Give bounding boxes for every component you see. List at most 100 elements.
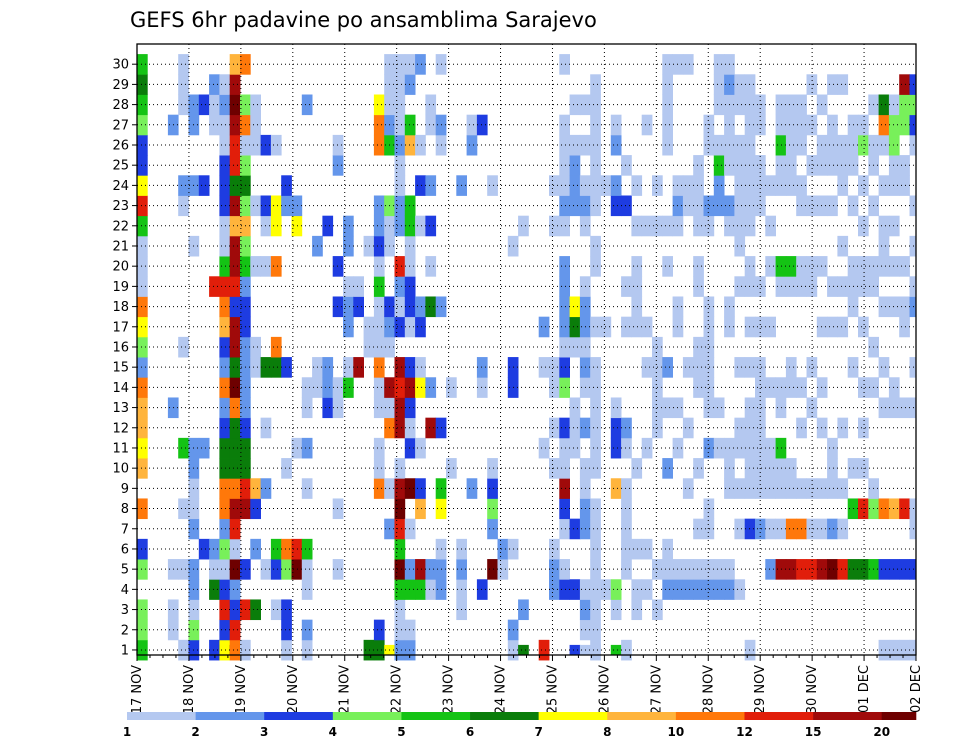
heatmap-cell <box>734 175 746 196</box>
heatmap-cell <box>373 276 385 297</box>
heatmap-cell <box>549 417 560 439</box>
heatmap-cell <box>590 316 601 338</box>
heatmap-cell <box>785 458 797 479</box>
heatmap-cell <box>425 296 437 318</box>
heatmap-cell <box>744 195 756 217</box>
heatmap-cell <box>137 235 148 257</box>
heatmap-cell <box>662 74 673 95</box>
heatmap-cell <box>394 256 406 277</box>
heatmap-cell <box>219 599 231 621</box>
heatmap-cell <box>373 397 385 419</box>
heatmap-cell <box>837 316 849 338</box>
heatmap-cell <box>693 195 704 217</box>
heatmap-cell <box>270 357 282 378</box>
heatmap-cell <box>909 235 917 257</box>
heatmap-cell <box>765 559 776 580</box>
heatmap-cell <box>858 377 869 398</box>
heatmap-cell <box>229 114 241 136</box>
heatmap-cell <box>744 316 756 338</box>
colorbar-label: 8 <box>603 725 611 739</box>
heatmap-cell <box>662 357 673 378</box>
heatmap-cell <box>394 114 406 136</box>
heatmap-cell <box>682 559 694 580</box>
heatmap-cell <box>590 175 601 196</box>
heatmap-cell <box>878 175 890 196</box>
heatmap-cell <box>734 579 746 600</box>
heatmap-cell <box>487 559 498 580</box>
chart-title: GEFS 6hr padavine po ansamblima Sarajevo <box>130 8 597 32</box>
heatmap-cell <box>775 256 787 277</box>
heatmap-cell <box>487 175 498 196</box>
y-tick-label: 10 <box>112 462 129 477</box>
colorbar-label: 6 <box>466 725 474 739</box>
heatmap-cell <box>734 235 746 257</box>
heatmap-cell <box>209 276 220 297</box>
heatmap-cell <box>518 599 529 621</box>
heatmap-cell <box>765 458 776 479</box>
heatmap-cell <box>806 256 818 277</box>
heatmap-cell <box>137 215 148 237</box>
heatmap-cell <box>343 276 354 297</box>
heatmap-cell <box>816 377 828 398</box>
heatmap-cell <box>827 478 838 499</box>
heatmap-cell <box>744 357 756 378</box>
heatmap-cell <box>610 478 622 499</box>
heatmap-cell <box>219 437 231 459</box>
heatmap-cell <box>816 316 828 338</box>
heatmap-cell <box>559 336 570 358</box>
heatmap-cell <box>878 215 890 237</box>
heatmap-cell <box>775 94 787 116</box>
heatmap-cell <box>219 498 231 520</box>
heatmap-cell <box>281 639 292 661</box>
heatmap-cell <box>569 397 581 419</box>
heatmap-cell <box>806 397 818 419</box>
heatmap-cell <box>394 639 406 661</box>
colorbar-swatch <box>881 712 917 720</box>
heatmap-cell <box>569 518 581 540</box>
heatmap-cell <box>631 458 643 479</box>
colorbar-label: 15 <box>805 725 822 739</box>
heatmap-cell <box>785 256 797 277</box>
heatmap-cell <box>291 559 303 580</box>
heatmap-cell <box>178 94 189 116</box>
heatmap-cell <box>219 114 231 136</box>
heatmap-cell <box>775 377 787 398</box>
heatmap-cell <box>693 155 704 176</box>
heatmap-cell <box>827 134 838 156</box>
heatmap-cell <box>301 377 313 398</box>
heatmap-cell <box>219 134 231 156</box>
heatmap-cell <box>137 619 148 641</box>
heatmap-cell <box>219 235 231 257</box>
heatmap-cell <box>806 155 818 176</box>
heatmap-cell <box>281 357 292 378</box>
heatmap-cell <box>837 518 849 540</box>
heatmap-cell <box>332 134 344 156</box>
heatmap-cell <box>559 175 570 196</box>
heatmap-cell <box>229 296 241 318</box>
heatmap-cell <box>301 437 313 459</box>
heatmap-cell <box>425 377 437 398</box>
heatmap-cell <box>827 195 838 217</box>
heatmap-cell <box>250 357 261 378</box>
x-tick-label: 17 NOV <box>130 665 145 714</box>
heatmap-cell <box>394 377 406 398</box>
heatmap-cell <box>590 357 601 378</box>
heatmap-cell <box>415 437 426 459</box>
colorbar-swatch <box>607 712 677 720</box>
colorbar-swatch <box>195 712 265 720</box>
heatmap-cell <box>631 579 643 600</box>
heatmap-cell <box>858 417 869 439</box>
heatmap-cell <box>373 296 385 318</box>
heatmap-cell <box>662 256 673 277</box>
heatmap-cell <box>693 458 704 479</box>
heatmap-cell <box>415 54 426 75</box>
heatmap-cell <box>693 559 704 580</box>
heatmap-cell <box>250 498 261 520</box>
heatmap-cell <box>693 377 704 398</box>
heatmap-cell <box>858 215 869 237</box>
heatmap-cell <box>744 114 756 136</box>
heatmap-cell <box>590 639 601 661</box>
heatmap-cell <box>415 215 426 237</box>
heatmap-cell <box>178 639 189 661</box>
heatmap-cell <box>734 94 746 116</box>
